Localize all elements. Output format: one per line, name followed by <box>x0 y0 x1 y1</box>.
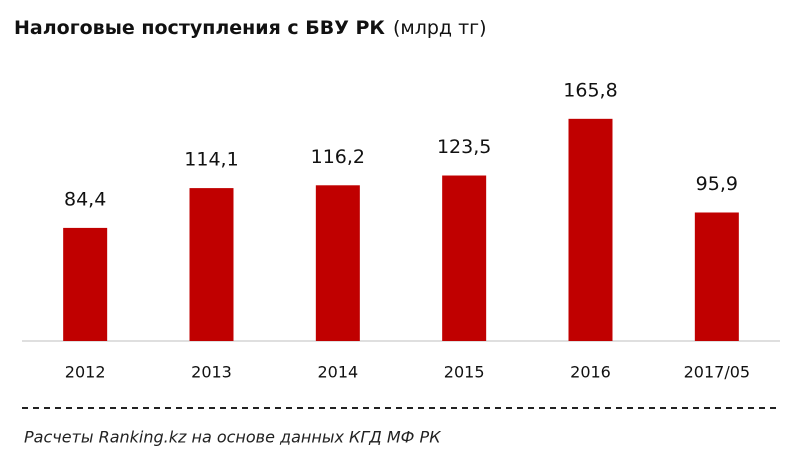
x-tick-label: 2014 <box>317 363 358 382</box>
value-label: 123,5 <box>437 136 491 158</box>
x-tick-label: 2013 <box>191 363 232 382</box>
x-tick-label: 2016 <box>570 363 611 382</box>
chart-title-text: Налоговые поступления с БВУ РК <box>14 17 385 39</box>
x-tick-label: 2012 <box>65 363 106 382</box>
bar <box>189 188 234 341</box>
value-label: 116,2 <box>311 146 365 168</box>
chart-title: Налоговые поступления с БВУ РК (млрд тг) <box>14 17 487 39</box>
bar <box>568 118 613 341</box>
x-tick-label: 2017/05 <box>684 363 750 382</box>
value-label: 95,9 <box>696 173 738 195</box>
source-note: Расчеты Ranking.kz на основе данных КГД … <box>24 428 441 447</box>
x-tick-label: 2015 <box>444 363 485 382</box>
value-label: 165,8 <box>563 79 617 101</box>
unit-label: (млрд тг) <box>393 17 487 39</box>
bar <box>315 185 360 341</box>
bar <box>63 227 108 341</box>
value-label: 84,4 <box>64 188 106 210</box>
bar <box>694 212 739 341</box>
bar <box>442 175 487 341</box>
value-label: 114,1 <box>184 149 238 171</box>
